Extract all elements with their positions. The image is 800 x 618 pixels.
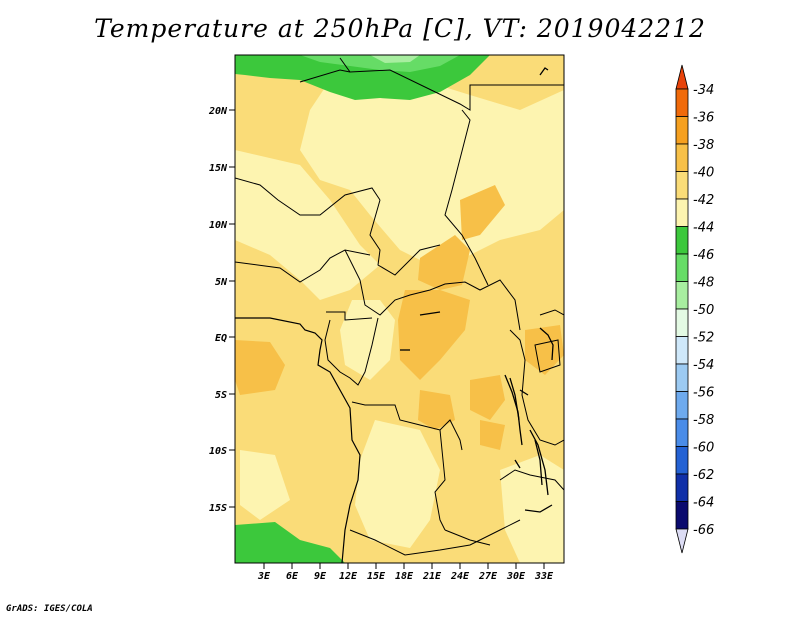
lon-label-3e: 3E bbox=[257, 571, 271, 582]
lon-label-9e: 9E bbox=[314, 571, 327, 582]
colorbar-swatch bbox=[675, 363, 689, 392]
lat-label-10s: 10S bbox=[209, 446, 227, 457]
lon-label-18e: 18E bbox=[395, 571, 414, 582]
temperature-field-green bbox=[235, 55, 490, 563]
colorbar-swatch bbox=[675, 473, 689, 502]
colorbar: -34 -36 -38 -40 -42 -44 -46 -48 -50 -52 -54 -56 -58 -… bbox=[675, 64, 714, 554]
colorbar-label: -38 bbox=[693, 138, 714, 153]
longitude-axis: 3E 6E 9E 12E 15E 18E 21E 24E 27E 30E 33E bbox=[257, 563, 554, 582]
lakes bbox=[400, 67, 554, 513]
colorbar-swatch bbox=[675, 501, 689, 530]
colorbar-swatch bbox=[675, 391, 689, 420]
map-frame bbox=[234, 54, 565, 564]
colorbar-swatch bbox=[675, 143, 689, 172]
lon-label-27e: 27E bbox=[478, 571, 498, 582]
colorbar-swatch bbox=[675, 198, 689, 227]
lat-label-5n: 5N bbox=[215, 277, 228, 288]
country-borders bbox=[235, 57, 564, 556]
colorbar-swatch bbox=[675, 116, 689, 145]
colorbar-label: -40 bbox=[693, 166, 714, 181]
colorbar-swatch bbox=[675, 253, 689, 282]
colorbar-top-cap bbox=[675, 64, 689, 90]
lat-label-15s: 15S bbox=[209, 503, 227, 514]
colorbar-label: -46 bbox=[693, 248, 714, 263]
lat-label-15n: 15N bbox=[209, 163, 228, 174]
colorbar-label: -64 bbox=[693, 496, 714, 511]
lat-label-5s: 5S bbox=[215, 390, 227, 401]
colorbar-label: -36 bbox=[693, 111, 714, 126]
colorbar-swatch bbox=[675, 418, 689, 447]
colorbar-swatch bbox=[675, 226, 689, 255]
lon-label-21e: 21E bbox=[422, 571, 442, 582]
colorbar-label: -66 bbox=[693, 523, 714, 538]
coastline bbox=[235, 317, 361, 563]
colorbar-label: -52 bbox=[693, 331, 714, 346]
colorbar-label: -56 bbox=[693, 386, 714, 401]
lon-label-24e: 24E bbox=[450, 571, 470, 582]
colorbar-label: -50 bbox=[693, 303, 714, 318]
colorbar-label: -44 bbox=[693, 221, 714, 236]
colorbar-label: -58 bbox=[693, 413, 714, 428]
map-area bbox=[235, 55, 564, 563]
colorbar-label: -62 bbox=[693, 468, 714, 483]
colorbar-swatch bbox=[675, 88, 689, 117]
colorbar-label: -48 bbox=[693, 276, 714, 291]
colorbar-swatch bbox=[675, 171, 689, 200]
colorbar-swatch bbox=[675, 446, 689, 475]
lon-label-30e: 30E bbox=[506, 571, 526, 582]
lon-label-6e: 6E bbox=[286, 571, 299, 582]
temperature-field-orange bbox=[235, 185, 564, 450]
grads-credit: GrADS: IGES/COLA bbox=[6, 604, 93, 614]
colorbar-swatch bbox=[675, 281, 689, 310]
latitude-axis: 20N 15N 10N 5N EQ 5S 10S 15S bbox=[208, 106, 235, 514]
lon-label-15e: 15E bbox=[367, 571, 386, 582]
temperature-field-light bbox=[235, 70, 564, 563]
colorbar-swatch bbox=[675, 336, 689, 365]
colorbar-label: -42 bbox=[693, 193, 714, 208]
lon-label-33e: 33E bbox=[534, 571, 554, 582]
map-title: Temperature at 250hPa [C], VT: 201904221… bbox=[94, 14, 706, 43]
lat-label-10n: 10N bbox=[209, 220, 228, 231]
lat-label-20n: 20N bbox=[208, 106, 228, 117]
colorbar-swatch bbox=[675, 308, 689, 337]
lat-label-eq: EQ bbox=[215, 333, 227, 344]
lon-label-12e: 12E bbox=[339, 571, 358, 582]
colorbar-bottom-cap bbox=[675, 528, 689, 554]
colorbar-label: -34 bbox=[693, 83, 714, 98]
colorbar-label: -54 bbox=[693, 358, 714, 373]
colorbar-label: -60 bbox=[693, 441, 714, 456]
